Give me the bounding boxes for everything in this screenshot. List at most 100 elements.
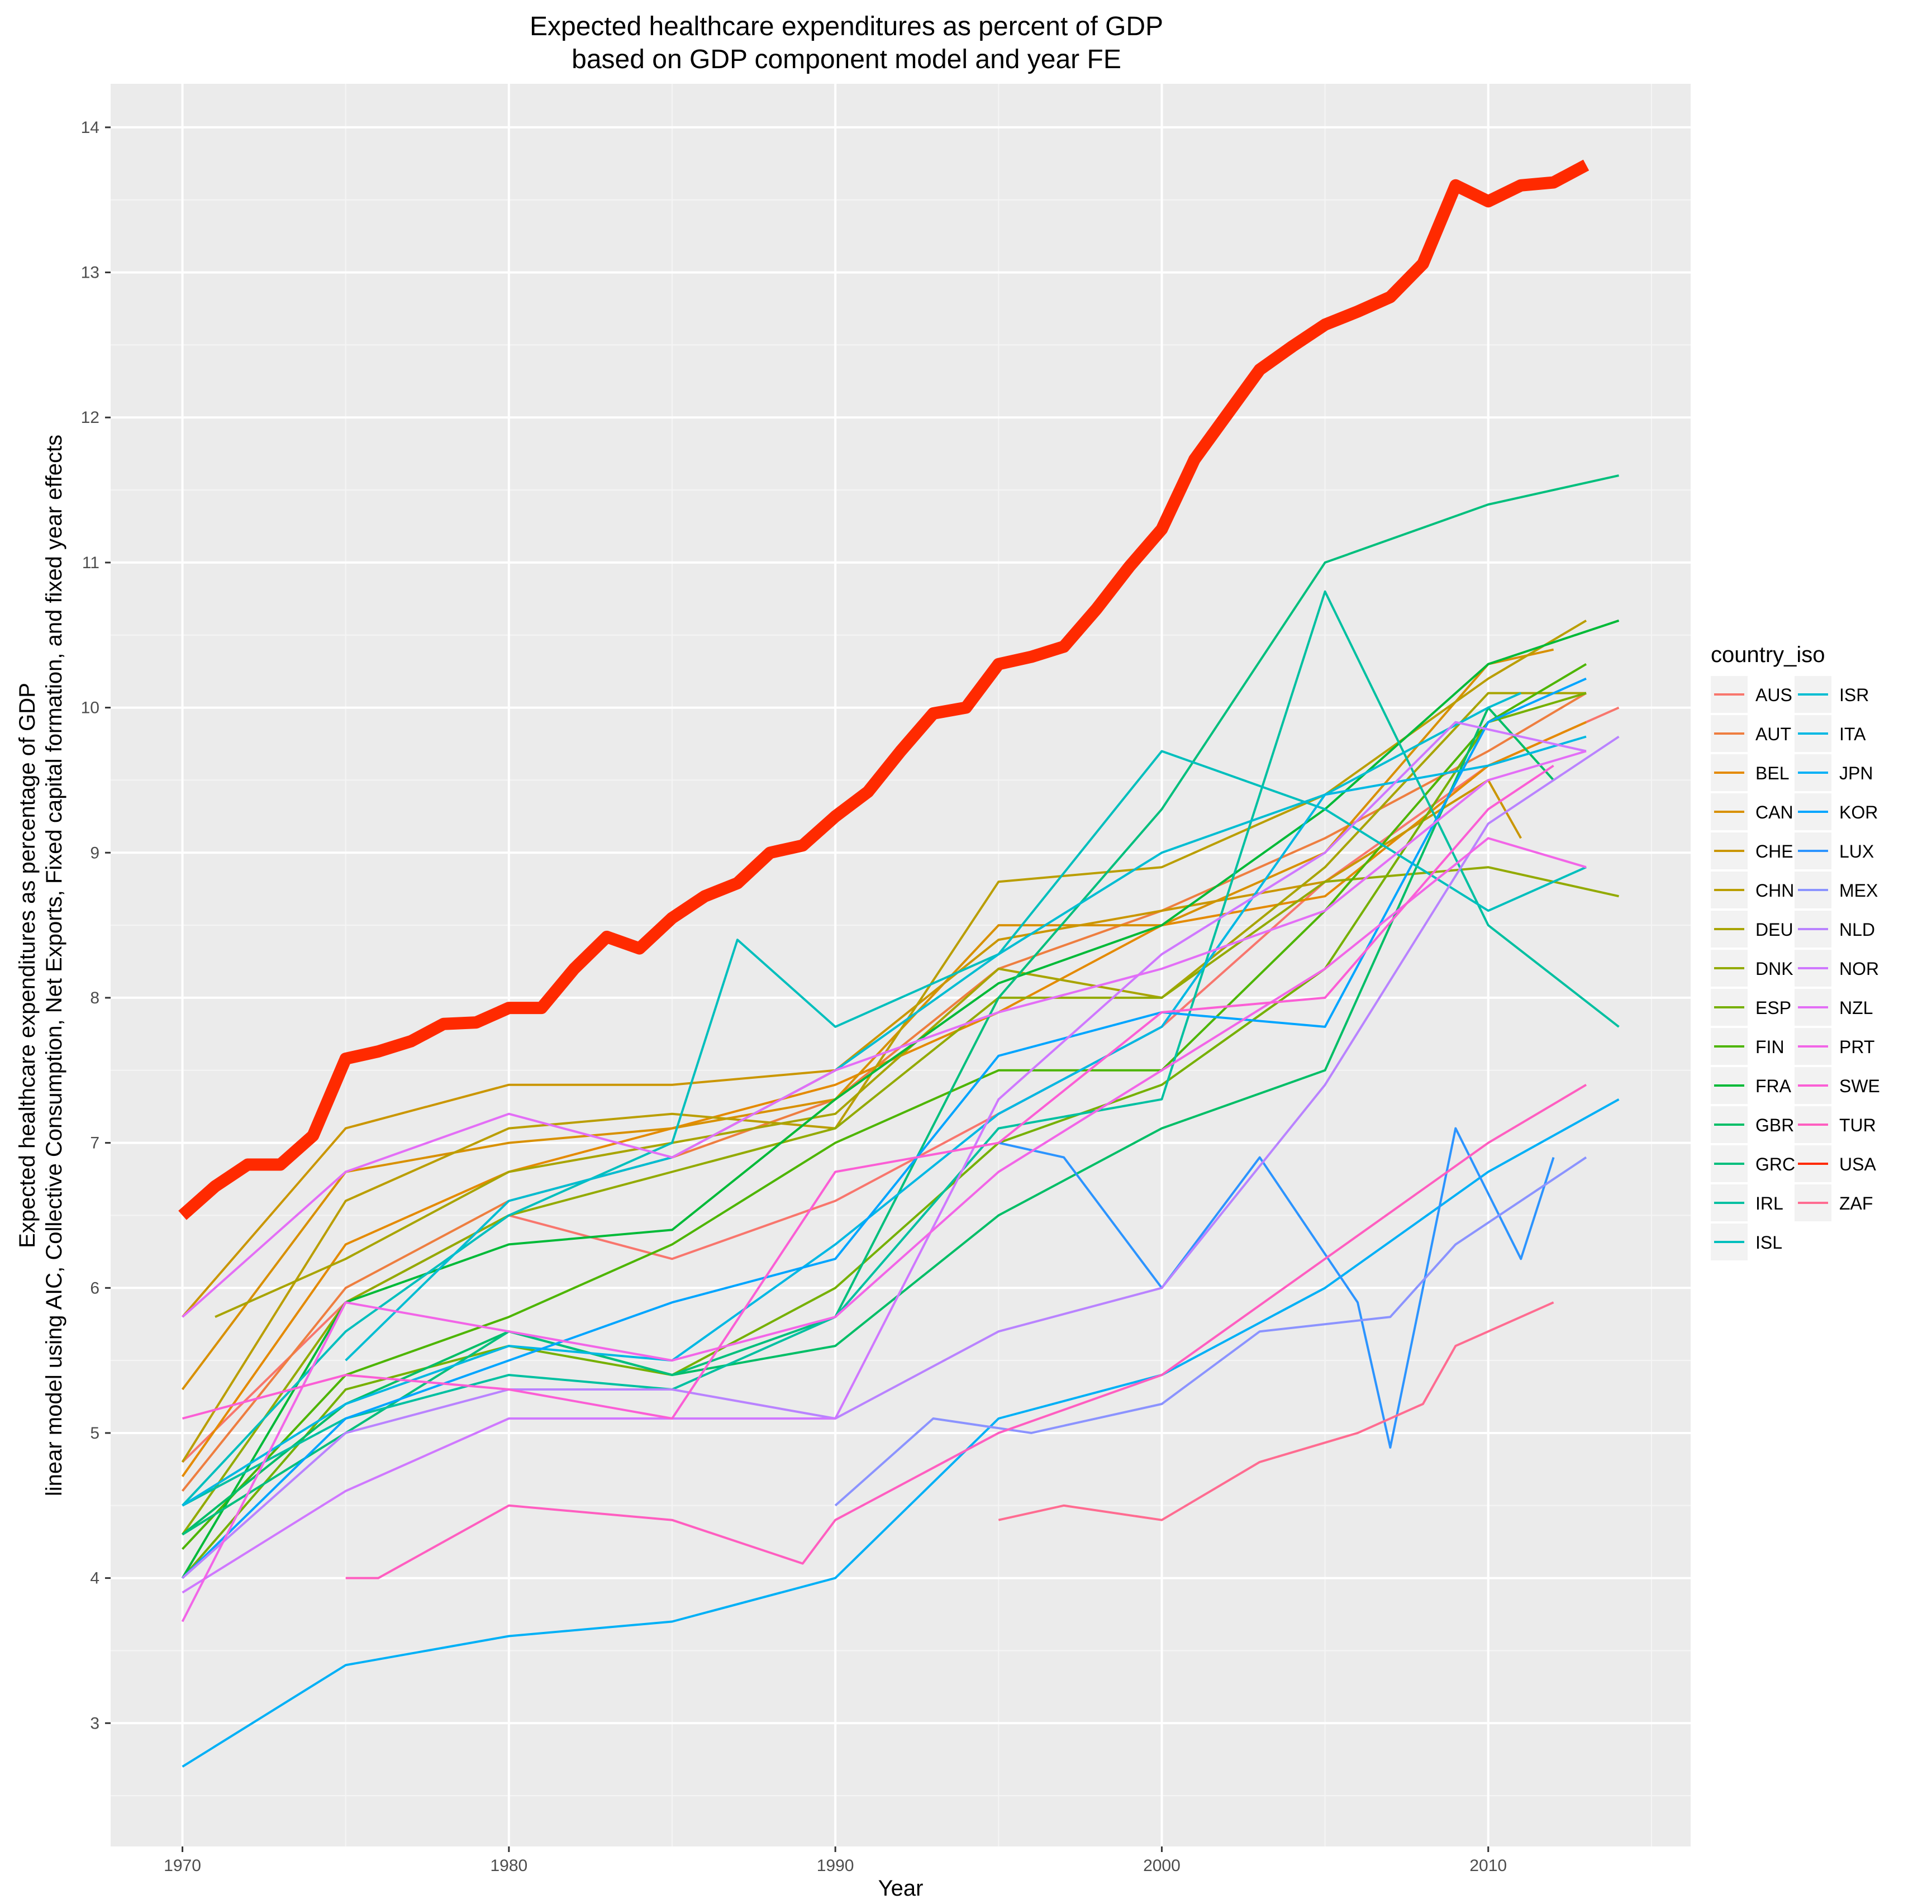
y-tick-label: 3 xyxy=(90,1714,99,1732)
legend-item-swe: SWE xyxy=(1795,1067,1880,1104)
legend-label: LUX xyxy=(1839,841,1874,861)
series-line-gbr xyxy=(182,706,1555,1536)
x-axis-ticks: 1970 1980 1990 2000 2010 xyxy=(164,1846,1507,1875)
legend-item-jpn: JPN xyxy=(1795,754,1873,791)
plot-panel xyxy=(111,84,1691,1846)
legend-item-isl: ISL xyxy=(1711,1224,1782,1260)
x-tick-label: 2000 xyxy=(1143,1857,1181,1875)
legend-item-bel: BEL xyxy=(1711,754,1789,791)
legend-label: PRT xyxy=(1839,1037,1874,1057)
legend-label: JPN xyxy=(1839,763,1873,783)
series-lines xyxy=(178,159,1620,1768)
legend-label: SWE xyxy=(1839,1076,1880,1096)
series-line-nld xyxy=(182,735,1620,1579)
legend-item-aus: AUS xyxy=(1711,676,1792,713)
y-tick-label: 14 xyxy=(81,118,99,137)
y-tick-label: 13 xyxy=(81,264,99,282)
legend-label: DEU xyxy=(1755,920,1793,940)
legend-label: BEL xyxy=(1755,763,1789,783)
legend-label: ISL xyxy=(1755,1232,1782,1253)
legend-item-usa: USA xyxy=(1795,1145,1876,1182)
series-line-swe xyxy=(182,764,1554,1420)
legend-item-fin: FIN xyxy=(1711,1028,1785,1065)
legend-item-aut: AUT xyxy=(1711,715,1791,752)
y-tick-label: 8 xyxy=(90,989,99,1007)
legend-label: GBR xyxy=(1755,1115,1794,1135)
series-line-isr xyxy=(345,692,1522,1362)
legend-label: CHN xyxy=(1755,880,1794,901)
series-line-aut xyxy=(181,692,1587,1492)
y-tick-label: 4 xyxy=(90,1569,99,1588)
y-tick-label: 7 xyxy=(90,1134,99,1153)
y-axis-title-line-2: linear model using AIC, Collective Consu… xyxy=(42,435,66,1496)
legend-label: ZAF xyxy=(1839,1193,1873,1213)
grid-minor xyxy=(111,84,1691,1846)
legend-item-chn: CHN xyxy=(1711,872,1794,908)
y-tick-label: 12 xyxy=(81,408,99,427)
x-tick-label: 1990 xyxy=(817,1857,854,1875)
legend-label: FIN xyxy=(1755,1037,1785,1057)
series-line-usa xyxy=(178,159,1590,1220)
series-line-ita xyxy=(182,735,1587,1507)
legend-label: IRL xyxy=(1755,1193,1783,1213)
series-line-nzl xyxy=(182,750,1587,1318)
legend-item-tur: TUR xyxy=(1795,1106,1876,1143)
legend-item-nzl: NZL xyxy=(1795,989,1873,1026)
legend-label: AUS xyxy=(1755,685,1792,705)
legend-label: DNK xyxy=(1755,959,1793,979)
series-line-zaf xyxy=(998,1301,1554,1521)
y-tick-label: 9 xyxy=(90,844,99,862)
legend-label: FRA xyxy=(1755,1076,1792,1096)
legend-label: CHE xyxy=(1755,841,1793,861)
legend-item-isr: ISR xyxy=(1795,676,1869,713)
series-line-fin xyxy=(182,663,1587,1550)
x-tick-label: 2010 xyxy=(1469,1857,1507,1875)
legend-label: USA xyxy=(1839,1154,1876,1174)
legend-item-can: CAN xyxy=(1711,793,1793,830)
legend-label: KOR xyxy=(1839,802,1878,822)
legend-label: NOR xyxy=(1839,959,1879,979)
legend-label: GRC xyxy=(1755,1154,1795,1174)
legend-item-grc: GRC xyxy=(1711,1145,1795,1182)
legend-label: CAN xyxy=(1755,802,1793,822)
y-axis-title-line-1: Expected healthcare expenditures as perc… xyxy=(15,683,40,1248)
legend-item-dnk: DNK xyxy=(1711,950,1793,987)
series-line-tur xyxy=(345,1083,1587,1579)
legend-item-irl: IRL xyxy=(1711,1184,1783,1221)
legend-label: NLD xyxy=(1839,920,1875,940)
legend-item-che: CHE xyxy=(1711,832,1793,869)
legend-item-nld: NLD xyxy=(1795,911,1875,948)
legend-item-prt: PRT xyxy=(1795,1028,1874,1065)
x-tick-label: 1970 xyxy=(164,1857,201,1875)
legend-item-deu: DEU xyxy=(1711,911,1793,948)
y-axis-ticks: 3 4 5 6 7 8 9 10 11 12 13 14 xyxy=(81,118,111,1732)
legend-item-zaf: ZAF xyxy=(1795,1184,1873,1221)
legend-label: MEX xyxy=(1839,880,1878,901)
chart-title-line-2: based on GDP component model and year FE xyxy=(572,45,1121,74)
series-line-irl xyxy=(182,590,1620,1507)
legend-label: AUT xyxy=(1755,724,1791,744)
legend: AUS AUT BEL CAN CHE CHN DEU DNK ESP FIN FRA GBR GRC I… xyxy=(1711,676,1880,1260)
legend-item-gbr: GBR xyxy=(1711,1106,1794,1143)
y-tick-label: 10 xyxy=(81,699,99,717)
legend-item-kor: KOR xyxy=(1795,793,1878,830)
legend-label: ESP xyxy=(1755,998,1791,1018)
y-tick-label: 11 xyxy=(82,554,99,572)
legend-title: country_iso xyxy=(1711,642,1825,667)
legend-item-fra: FRA xyxy=(1711,1067,1792,1104)
series-line-nor xyxy=(182,721,1587,1594)
y-tick-label: 6 xyxy=(90,1279,99,1297)
legend-label: NZL xyxy=(1839,998,1873,1018)
grid-major xyxy=(111,84,1691,1846)
series-line-mex xyxy=(834,1156,1587,1507)
y-axis-title: Expected healthcare expenditures as perc… xyxy=(15,435,66,1496)
x-axis-title: Year xyxy=(878,1876,924,1901)
legend-item-ita: ITA xyxy=(1795,715,1866,752)
series-line-jpn xyxy=(182,1098,1620,1768)
legend-item-mex: MEX xyxy=(1795,872,1878,908)
legend-item-lux: LUX xyxy=(1795,832,1874,869)
legend-label: ITA xyxy=(1839,724,1866,744)
y-tick-label: 5 xyxy=(90,1424,99,1443)
legend-label: ISR xyxy=(1839,685,1869,705)
